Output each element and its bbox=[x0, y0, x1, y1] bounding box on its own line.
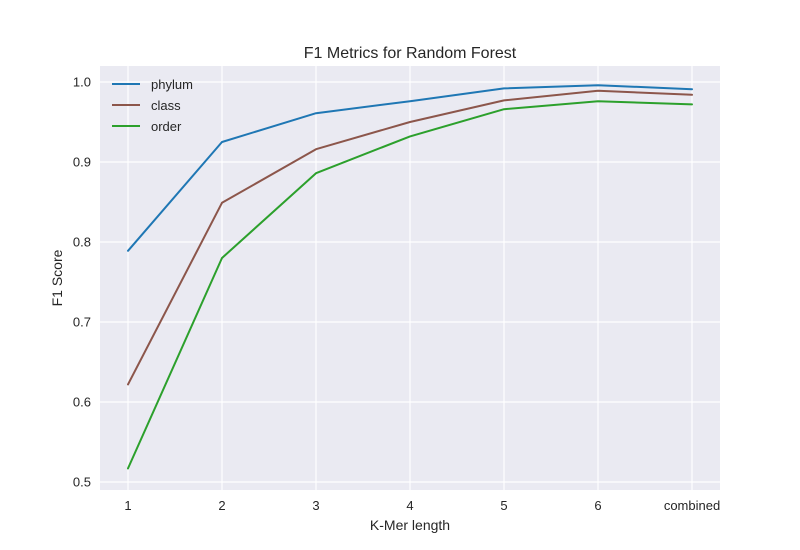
legend-label-phylum: phylum bbox=[151, 77, 193, 92]
series-line-class bbox=[127, 89, 693, 386]
x-tick-label: 3 bbox=[312, 498, 319, 513]
chart-title: F1 Metrics for Random Forest bbox=[304, 45, 517, 62]
x-tick-label: 5 bbox=[500, 498, 507, 513]
legend-item-class: class bbox=[112, 98, 181, 113]
legend-item-order: order bbox=[112, 119, 182, 134]
y-tick-label: 0.9 bbox=[73, 155, 91, 170]
grid-lines bbox=[100, 66, 720, 490]
y-tick-label: 0.8 bbox=[73, 235, 91, 250]
legend-item-phylum: phylum bbox=[112, 77, 193, 92]
y-tick-label: 1.0 bbox=[73, 75, 91, 90]
series-line-phylum bbox=[127, 84, 693, 252]
series-line-order bbox=[127, 100, 693, 470]
legend-label-order: order bbox=[151, 119, 182, 134]
y-axis-label: F1 Score bbox=[49, 249, 65, 306]
y-tick-label: 0.6 bbox=[73, 395, 91, 410]
legend-label-class: class bbox=[151, 98, 181, 113]
x-tick-label: 4 bbox=[406, 498, 413, 513]
series-lines bbox=[127, 84, 693, 470]
legend: phylum class order bbox=[112, 77, 193, 134]
x-tick-label: 1 bbox=[124, 498, 131, 513]
x-tick-label: 6 bbox=[594, 498, 601, 513]
x-tick-label: 2 bbox=[218, 498, 225, 513]
y-tick-label: 0.5 bbox=[73, 475, 91, 490]
y-tick-labels: 0.5 0.6 0.7 0.8 0.9 1.0 bbox=[73, 75, 91, 490]
x-tick-labels: 1 2 3 4 5 6 combined bbox=[124, 498, 720, 513]
y-tick-label: 0.7 bbox=[73, 315, 91, 330]
x-axis-label: K-Mer length bbox=[370, 517, 450, 533]
x-tick-label: combined bbox=[664, 498, 720, 513]
